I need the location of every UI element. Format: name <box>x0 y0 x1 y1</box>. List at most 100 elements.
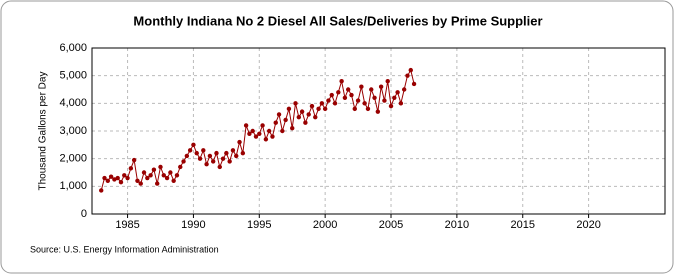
data-point <box>168 170 173 175</box>
data-point <box>207 153 213 159</box>
source-note: Source: U.S. Energy Information Administ… <box>30 244 219 254</box>
data-point <box>151 167 157 172</box>
data-point <box>105 178 111 183</box>
data-point <box>392 95 397 101</box>
data-point <box>141 170 147 175</box>
data-point <box>378 84 384 89</box>
data-point <box>99 188 104 193</box>
data-point <box>181 159 186 164</box>
data-point <box>128 166 134 171</box>
data-point <box>355 98 361 103</box>
data-point <box>408 67 413 73</box>
data-point <box>155 181 160 186</box>
plot-area <box>91 47 666 215</box>
data-point <box>372 95 377 101</box>
data-point <box>201 148 206 153</box>
data-point <box>382 98 387 103</box>
data-point <box>299 109 305 114</box>
data-point <box>243 123 249 128</box>
data-point <box>313 114 318 120</box>
data-point <box>401 87 407 92</box>
data-point <box>293 101 298 106</box>
data-point <box>131 157 137 163</box>
data-point <box>332 101 338 106</box>
data-point <box>204 162 209 167</box>
x-tick-label: 2000 <box>313 219 337 231</box>
data-point <box>187 148 193 153</box>
data-point <box>359 84 364 89</box>
data-point <box>276 112 282 117</box>
x-tick-label: 1995 <box>247 219 271 231</box>
data-point <box>145 175 150 181</box>
data-point <box>217 164 222 170</box>
data-point <box>220 156 226 161</box>
data-point <box>227 159 232 164</box>
data-point <box>197 156 203 161</box>
y-tick-label: 4,000 <box>59 97 87 109</box>
data-point <box>138 181 143 186</box>
data-point <box>148 173 153 178</box>
data-point <box>398 101 404 106</box>
data-point <box>234 153 239 159</box>
x-tick-label: 2005 <box>379 219 403 231</box>
x-tick-label: 2020 <box>576 219 600 231</box>
data-point <box>266 128 272 134</box>
data-point <box>375 109 381 114</box>
data-point <box>158 164 163 170</box>
data-point <box>250 128 255 134</box>
data-point <box>184 153 190 159</box>
data-point <box>339 79 344 84</box>
data-point <box>385 79 390 84</box>
data-point <box>108 174 114 179</box>
data-point <box>164 175 170 181</box>
y-tick-label: 1,000 <box>59 180 87 192</box>
data-point <box>342 95 348 101</box>
data-point <box>336 90 341 95</box>
data-point <box>280 128 285 134</box>
data-point <box>240 150 246 156</box>
data-point <box>326 98 331 103</box>
data-point <box>194 150 199 156</box>
data-point <box>122 173 127 178</box>
data-point <box>309 103 315 109</box>
data-point <box>405 73 410 78</box>
x-tick-label: 2010 <box>445 219 469 231</box>
data-point <box>290 126 295 131</box>
data-point <box>270 134 275 139</box>
data-point <box>257 131 262 136</box>
y-tick-label: 2,000 <box>59 153 87 165</box>
data-point <box>115 175 120 181</box>
data-point <box>303 120 308 125</box>
data-point <box>171 178 176 183</box>
y-axis-label: Thousand Gallons per Day <box>38 72 49 191</box>
y-tick-label: 0 <box>81 208 87 220</box>
data-point <box>352 106 357 112</box>
data-point <box>224 150 229 156</box>
data-point <box>349 92 354 98</box>
data-point <box>118 179 124 185</box>
data-point <box>388 103 394 109</box>
data-point <box>191 142 196 148</box>
data-point <box>319 101 325 106</box>
data-point <box>260 123 265 128</box>
data-point <box>263 137 269 142</box>
data-point <box>316 106 321 112</box>
data-point <box>112 177 117 182</box>
data-point <box>247 131 252 136</box>
data-point <box>273 120 278 125</box>
data-point <box>214 150 219 156</box>
data-point <box>362 101 367 106</box>
chart-title: Monthly Indiana No 2 Diesel All Sales/De… <box>133 13 542 28</box>
data-point <box>253 134 259 139</box>
x-tick-label: 2015 <box>510 219 534 231</box>
y-tick-label: 5,000 <box>59 70 87 82</box>
frame <box>0 0 674 274</box>
y-tick-label: 6,000 <box>59 42 87 54</box>
data-point <box>237 139 242 145</box>
data-point <box>411 81 417 87</box>
data-point <box>174 173 180 178</box>
data-point <box>365 106 371 112</box>
data-point <box>125 175 130 181</box>
